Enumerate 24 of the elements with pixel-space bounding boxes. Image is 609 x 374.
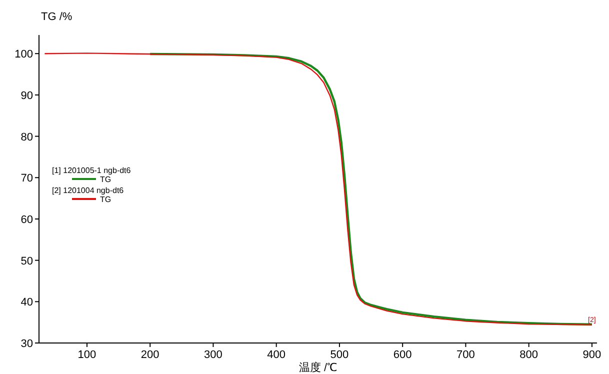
x-tick-label: 100 bbox=[78, 349, 96, 361]
y-tick-label: 50 bbox=[20, 255, 33, 268]
x-axis-title: 温度 /℃ bbox=[298, 361, 338, 374]
y-tick-label: 30 bbox=[20, 338, 33, 350]
y-tick-label: 90 bbox=[20, 90, 33, 102]
y-tick-label: 70 bbox=[20, 172, 33, 185]
x-tick-label: 600 bbox=[393, 349, 412, 361]
line-series bbox=[148, 52, 594, 326]
annotation: [2] 1201004 ngb-dt6 bbox=[52, 186, 124, 195]
x-tick-label: 500 bbox=[330, 349, 349, 361]
y-tick-label: 40 bbox=[20, 296, 33, 309]
annotation: [1] 1201005-1 ngb-dt6 bbox=[52, 166, 132, 175]
y-tick-label: 100 bbox=[14, 48, 33, 61]
y-tick-label: 60 bbox=[20, 214, 33, 226]
legend-label: TG bbox=[100, 175, 112, 184]
x-tick-label: 400 bbox=[267, 349, 286, 361]
x-tick-label: 700 bbox=[456, 349, 475, 361]
legend-label: TG bbox=[100, 195, 112, 204]
x-tick-label: 200 bbox=[140, 349, 160, 361]
x-tick-label: 800 bbox=[520, 349, 538, 361]
x-tick-label: 300 bbox=[204, 349, 222, 361]
y-axis-title: TG /% bbox=[41, 11, 72, 23]
y-tick-label: 80 bbox=[20, 131, 33, 144]
x-tick-label: 900 bbox=[582, 349, 602, 361]
